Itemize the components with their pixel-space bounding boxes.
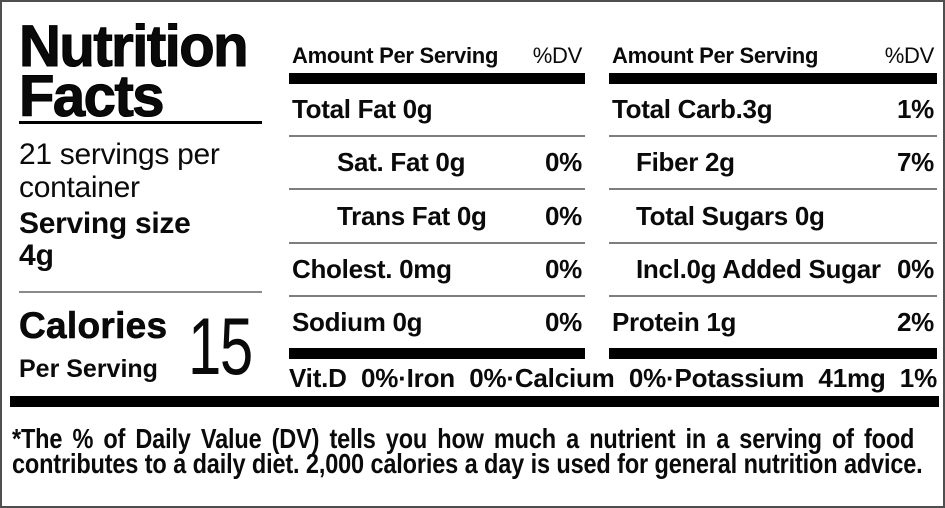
nutrient-dv: 0% xyxy=(545,147,582,178)
nutrient-row-sodium: Sodium 0g 0% xyxy=(289,294,585,348)
nutrient-dv: 0% xyxy=(545,253,582,284)
header-bar xyxy=(609,73,937,84)
footnote-line2: contributes to a daily diet. 2,000 calor… xyxy=(12,448,923,479)
nutrient-name: Total Fat 0g xyxy=(292,94,433,125)
amount-per-serving-label: Amount Per Serving xyxy=(612,43,819,68)
nutrient-name: Cholest. 0mg xyxy=(292,253,452,284)
nutrient-row-total-fat: Total Fat 0g xyxy=(289,84,585,135)
nutrient-row-protein: Protein 1g 2% xyxy=(609,294,937,348)
carb-panel: Amount Per Serving %DV Total Carb.3g 1% … xyxy=(609,32,937,359)
label-title-line2: Facts xyxy=(18,64,165,129)
nutrient-row-trans-fat: Trans Fat 0g 0% xyxy=(289,188,585,241)
nutrient-name: Fiber 2g xyxy=(636,147,735,178)
percent-dv-header: %DV xyxy=(532,43,583,68)
nutrient-dv: 0% xyxy=(545,306,582,337)
servings-line2: container xyxy=(19,171,140,204)
micronutrients-line: Vit.D 0%·Iron 0%·Calcium 0%·Potassium 41… xyxy=(289,363,937,393)
servings-line1: 21 servings per xyxy=(19,138,220,171)
daily-value-footnote: *The % of Daily Value (DV) tells you how… xyxy=(12,423,938,479)
calories-divider xyxy=(19,291,262,293)
carb-panel-header: Amount Per Serving %DV xyxy=(609,32,937,73)
nutrient-row-cholesterol: Cholest. 0mg 0% xyxy=(289,241,585,295)
nutrient-name: Sat. Fat 0g xyxy=(337,147,466,178)
fat-panel-header: Amount Per Serving %DV xyxy=(289,32,585,73)
panel-bottom-bar xyxy=(289,348,585,359)
nutrient-name: Incl.0g Added Sugar xyxy=(636,253,881,284)
servings-per-container: 21 servings per container xyxy=(19,138,220,204)
nutrient-name: Protein 1g xyxy=(612,306,737,337)
fat-panel: Amount Per Serving %DV Total Fat 0g Sat.… xyxy=(289,32,585,359)
panel-bottom-bar xyxy=(609,348,937,359)
calories-label: Calories xyxy=(19,305,168,347)
nutrient-name: Total Carb.3g xyxy=(612,94,773,125)
nutrient-row-added-sugar: Incl.0g Added Sugar 0% xyxy=(609,241,937,295)
nutrient-row-sat-fat: Sat. Fat 0g 0% xyxy=(289,135,585,188)
footnote-divider-bar xyxy=(10,396,939,407)
nutrient-name: Total Sugars 0g xyxy=(636,200,825,231)
serving-size-value: 4g xyxy=(19,239,55,272)
label-title: Nutrition Facts xyxy=(18,14,249,129)
calories-value: 15 xyxy=(188,302,253,392)
serving-size-label: Serving size xyxy=(19,207,191,240)
label-title-line1: Nutrition xyxy=(18,14,249,79)
fat-panel-rows: Total Fat 0g Sat. Fat 0g 0% Trans Fat 0g… xyxy=(289,84,585,348)
nutrient-dv: 0% xyxy=(897,253,934,284)
amount-per-serving-label: Amount Per Serving xyxy=(292,43,499,68)
nutrient-row-total-carb: Total Carb.3g 1% xyxy=(609,84,937,135)
percent-dv-header: %DV xyxy=(884,43,935,68)
title-divider xyxy=(19,121,262,124)
nutrient-row-total-sugars: Total Sugars 0g xyxy=(609,188,937,241)
nutrient-name: Trans Fat 0g xyxy=(337,200,487,231)
carb-panel-rows: Total Carb.3g 1% Fiber 2g 7% Total Sugar… xyxy=(609,84,937,348)
nutrient-row-fiber: Fiber 2g 7% xyxy=(609,135,937,188)
header-bar xyxy=(289,73,585,84)
nutrient-dv: 0% xyxy=(545,200,582,231)
calories-sublabel: Per Serving xyxy=(19,355,158,383)
nutrient-dv: 2% xyxy=(897,306,934,337)
nutrient-dv: 7% xyxy=(897,147,934,178)
nutrient-name: Sodium 0g xyxy=(292,306,423,337)
footnote-line1: *The % of Daily Value (DV) tells you how… xyxy=(12,423,915,454)
nutrient-dv: 1% xyxy=(897,94,934,125)
